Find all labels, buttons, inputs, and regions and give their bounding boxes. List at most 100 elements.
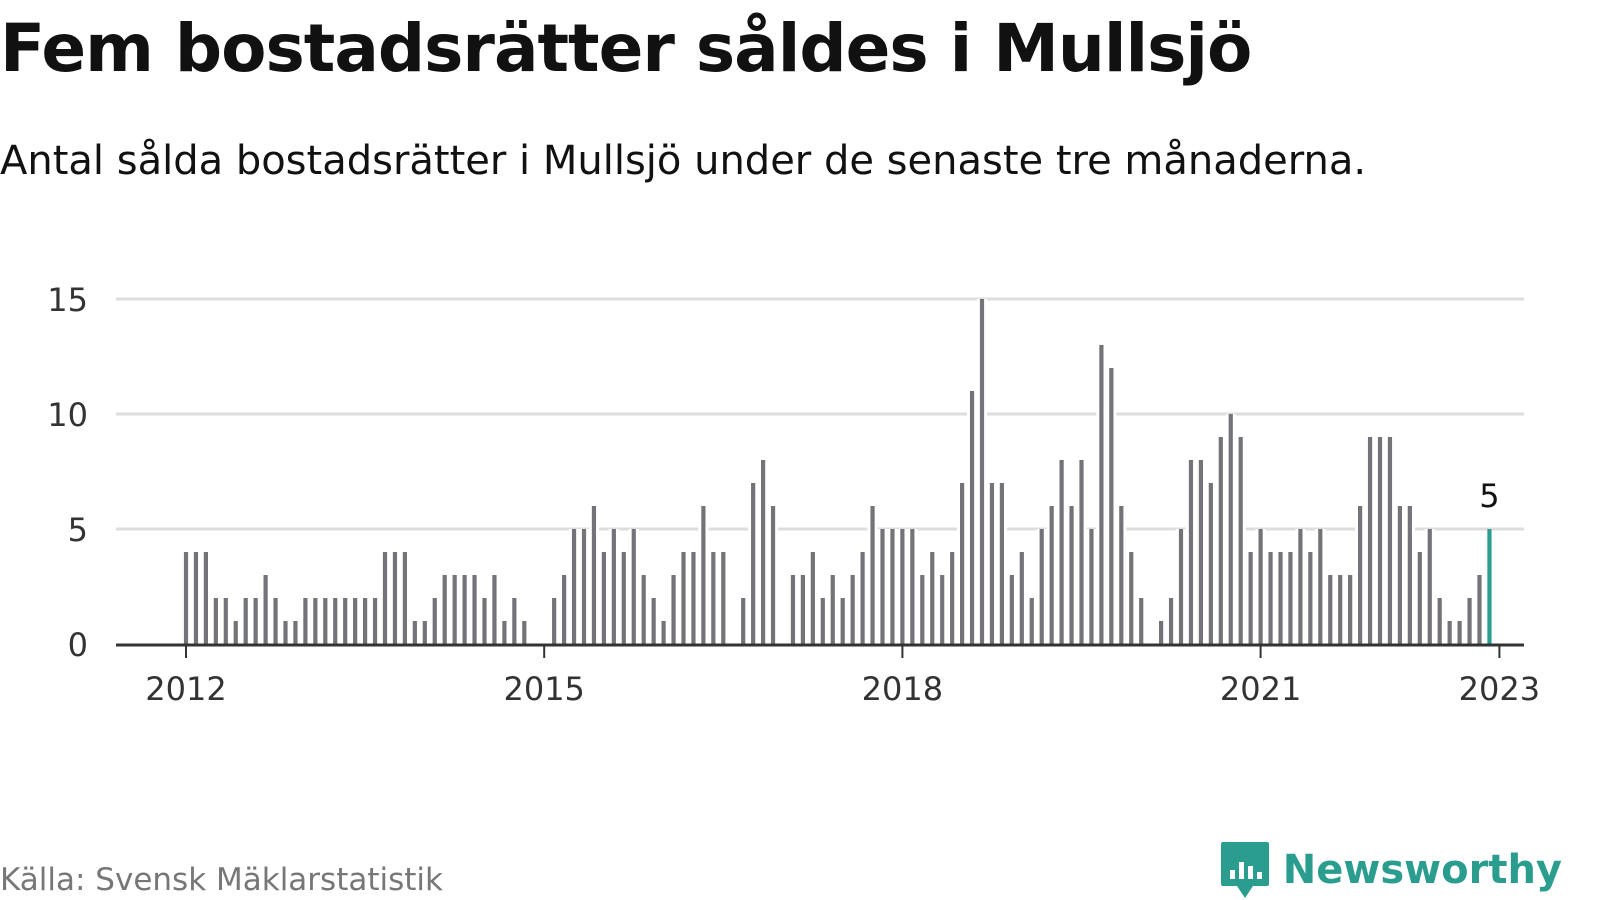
bar [860, 552, 865, 644]
bar [1467, 598, 1472, 644]
bar [800, 575, 805, 644]
bar [303, 598, 308, 644]
bar [1477, 575, 1482, 644]
bar [1377, 437, 1383, 644]
chart-title: Fem bostadsrätter såldes i Mullsjö [0, 10, 1252, 87]
bar [472, 575, 477, 644]
bar [681, 552, 686, 644]
bar [1198, 460, 1203, 644]
y-tick-label-5: 5 [68, 511, 88, 549]
bar [790, 575, 796, 644]
bar [950, 552, 955, 644]
bar [1188, 460, 1194, 644]
bar [1208, 483, 1213, 644]
bar [1258, 529, 1263, 644]
x-tick-label-2018: 2018 [862, 670, 943, 708]
bar [1348, 575, 1353, 644]
bar [1298, 529, 1303, 644]
bar [1168, 598, 1174, 644]
bar [671, 575, 676, 644]
bar [1338, 575, 1343, 644]
bar [960, 483, 965, 644]
bar [850, 575, 855, 644]
bar [1318, 529, 1323, 644]
bar [999, 483, 1004, 644]
bar [323, 598, 328, 644]
bar-chart-logo-icon [1220, 842, 1269, 898]
bar [930, 552, 935, 644]
bar [810, 552, 815, 644]
bar [1089, 529, 1094, 644]
bar [1447, 621, 1452, 644]
bar [870, 506, 875, 644]
bar [621, 552, 626, 644]
bar [1407, 506, 1412, 644]
bar [552, 598, 557, 644]
bar [372, 598, 378, 644]
newsworthy-logo: Newsworthy [1219, 840, 1562, 900]
bar [482, 598, 487, 644]
bar [313, 598, 318, 644]
bar [880, 529, 885, 644]
bar [263, 575, 268, 644]
bar [890, 529, 895, 644]
bar [581, 529, 587, 644]
bar [830, 575, 835, 644]
bar [940, 575, 945, 644]
bar [442, 575, 447, 644]
bar [900, 529, 905, 644]
bar [502, 621, 507, 644]
bar [1238, 437, 1243, 644]
bar [751, 483, 756, 644]
bar [343, 598, 348, 644]
bar-chart: 0 5 10 15 2012 2015 2018 2021 2023 5 [47, 281, 1540, 708]
bar [522, 621, 527, 644]
bar [432, 598, 437, 644]
bar [701, 506, 706, 644]
bar [1029, 598, 1034, 644]
bar [1079, 460, 1084, 644]
bar [1417, 552, 1422, 644]
bar [1069, 506, 1074, 644]
y-axis-ticks: 0 5 10 15 [47, 281, 88, 664]
source-note: Källa: Svensk Mäklarstatistik [0, 862, 443, 898]
bar [382, 552, 388, 644]
x-axis-ticks: 2012 2015 2018 2021 2023 [145, 645, 1540, 708]
bar [243, 598, 248, 644]
bar [661, 621, 666, 644]
bar [711, 552, 716, 644]
y-tick-label-15: 15 [47, 281, 88, 319]
bar [1427, 529, 1432, 644]
bar [1159, 621, 1164, 644]
bar [1019, 552, 1024, 644]
bar [721, 552, 726, 644]
bar [422, 621, 427, 644]
bar [591, 506, 597, 644]
grid-lines [116, 297, 1524, 531]
bar [223, 598, 228, 644]
bar [920, 575, 925, 644]
bar [1248, 552, 1253, 644]
bar [1278, 552, 1283, 644]
bar [213, 598, 218, 644]
bar [1059, 460, 1064, 644]
bar [1099, 345, 1104, 644]
bar [910, 529, 915, 644]
bar [1049, 506, 1054, 644]
bar [761, 460, 766, 644]
bar [412, 621, 417, 644]
brand-name: Newsworthy [1282, 847, 1562, 893]
bar [641, 575, 646, 644]
bar [611, 529, 616, 644]
bar [1009, 575, 1014, 644]
bar [1139, 598, 1144, 644]
bars [180, 299, 1492, 644]
bar [1109, 368, 1114, 644]
bar [1437, 598, 1442, 644]
bar [1268, 552, 1273, 644]
x-tick-label-2015: 2015 [503, 670, 584, 708]
bar [462, 575, 467, 644]
bar [1457, 621, 1462, 644]
y-tick-label-10: 10 [47, 396, 88, 434]
bar [691, 552, 696, 644]
